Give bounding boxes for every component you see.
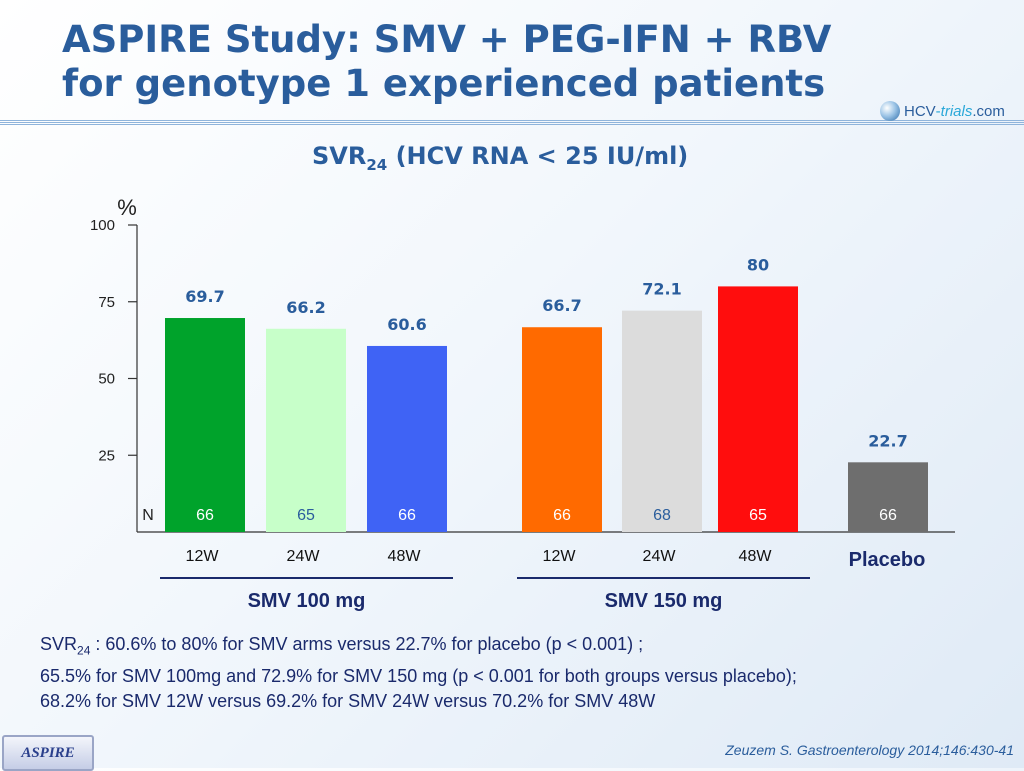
bar-value-label: 66.2	[286, 298, 325, 317]
footnote-line-2: 65.5% for SMV 100mg and 72.9% for SMV 15…	[40, 665, 797, 686]
title-divider	[0, 120, 1024, 125]
x-tick-label: 12W	[543, 548, 577, 565]
footnote-line-3: 68.2% for SMV 12W versus 69.2% for SMV 2…	[40, 690, 656, 711]
svr-bar-chart: % 25 50 75 100 N 69.7 66 12W 66.2 65 24W 60.6 66 48W 66…	[90, 195, 955, 612]
group-label: SMV 150 mg	[605, 590, 723, 612]
chart-subtitle: SVR24 (HCV RNA < 25 IU/ml)	[312, 142, 688, 174]
bar-value-label: 66.7	[542, 296, 581, 315]
bar	[367, 345, 447, 532]
x-tick-label: 12W	[186, 548, 220, 565]
bar-value-label: 22.7	[868, 431, 907, 450]
bar-value-label: 72.1	[642, 280, 681, 299]
bar	[266, 328, 346, 532]
x-tick-label: 48W	[739, 548, 773, 565]
y-tick-label: 75	[98, 294, 115, 311]
bar	[848, 462, 928, 532]
x-tick-label: 24W	[287, 548, 321, 565]
bar	[165, 318, 245, 532]
bar	[718, 286, 798, 532]
subtitle-svr: SVR	[312, 142, 367, 170]
logo-trials: trials	[940, 102, 973, 120]
bar-n-label: 66	[553, 507, 571, 524]
bar-n-label: 65	[297, 507, 315, 524]
bar	[522, 327, 602, 532]
bar-n-label: 66	[879, 507, 897, 524]
title-line-2: for genotype 1 experienced patients	[62, 62, 826, 105]
bar	[622, 310, 702, 532]
logo-sep: -	[935, 102, 941, 120]
citation: Zeuzem S. Gastroenterology 2014;146:430-…	[725, 742, 1014, 758]
y-axis-label: %	[117, 195, 137, 220]
title-line-1: ASPIRE Study: SMV + PEG-IFN + RBV	[62, 18, 832, 61]
n-label: N	[142, 507, 154, 524]
footnote-line-1: SVR24 : 60.6% to 80% for SMV arms versus…	[40, 634, 644, 658]
x-tick-label: 48W	[388, 548, 422, 565]
y-tick-label: 25	[98, 447, 115, 464]
bar-value-label: 69.7	[185, 287, 224, 306]
y-tick-label: 100	[90, 217, 115, 234]
hcv-trials-logo[interactable]: HCV - trials .com	[880, 99, 1020, 123]
results-footnote: SVR24 : 60.6% to 80% for SMV arms versus…	[40, 632, 1010, 714]
logo-hcv: HCV	[904, 102, 936, 120]
bar-n-label: 66	[398, 507, 416, 524]
bar-n-label: 68	[653, 507, 671, 524]
subtitle-sub: 24	[366, 155, 388, 174]
logo-domain: .com	[972, 102, 1005, 120]
subtitle-rest: (HCV RNA < 25 IU/ml)	[387, 142, 689, 170]
y-tick-label: 50	[98, 371, 115, 388]
aspire-badge[interactable]: ASPIRE	[2, 735, 94, 771]
bar-value-label: 80	[747, 255, 769, 274]
bar-n-label: 66	[196, 507, 214, 524]
bar-n-label: 65	[749, 507, 767, 524]
group-label: SMV 100 mg	[248, 590, 366, 612]
bar-value-label: 60.6	[387, 315, 426, 334]
slide-title: ASPIRE Study: SMV + PEG-IFN + RBV for ge…	[62, 18, 831, 106]
placebo-label: Placebo	[849, 549, 926, 571]
x-tick-label: 24W	[643, 548, 677, 565]
globe-icon	[880, 101, 900, 121]
